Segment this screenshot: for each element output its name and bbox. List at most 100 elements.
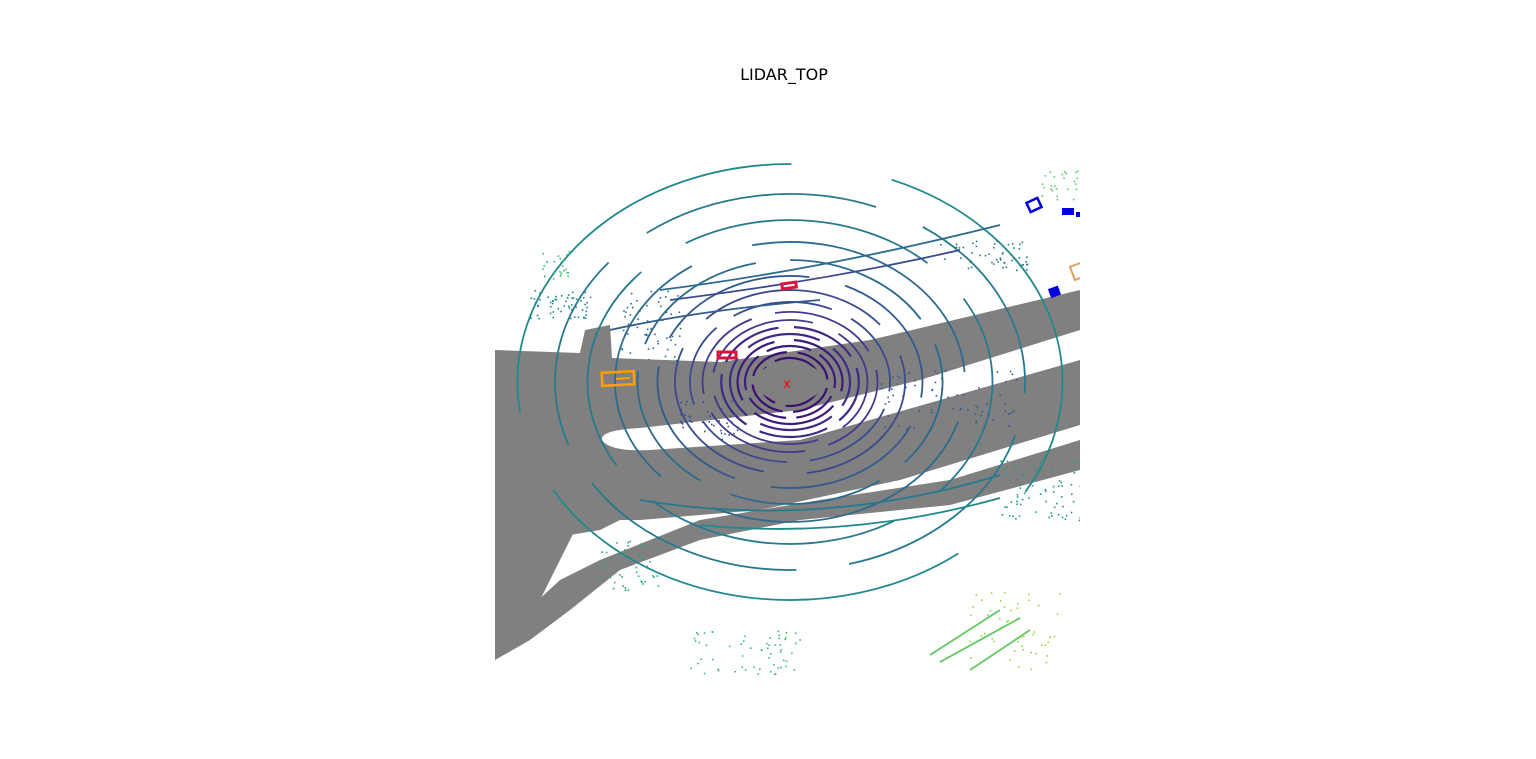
- lidar-point: [673, 356, 676, 358]
- lidar-point: [680, 408, 683, 411]
- lidar-ring-arc: [832, 347, 852, 407]
- lidar-point: [1008, 425, 1010, 427]
- lidar-point: [1028, 599, 1030, 602]
- lidar-point: [975, 404, 977, 407]
- lidar-point: [980, 635, 983, 637]
- lidar-point: [1041, 644, 1043, 647]
- lidar-point: [547, 296, 549, 298]
- lidar-ring-arc: [938, 297, 994, 493]
- lidar-point: [1061, 485, 1063, 487]
- lidar-point: [652, 575, 654, 577]
- lidar-point: [624, 334, 626, 337]
- lidar-point: [697, 633, 699, 636]
- lidar-point: [1030, 651, 1032, 654]
- lidar-point: [630, 302, 632, 305]
- lidar-point: [1003, 606, 1006, 608]
- lidar-point: [742, 640, 745, 642]
- lidar-point: [660, 305, 662, 308]
- lidar-point: [636, 326, 639, 329]
- lidar-point: [1020, 264, 1023, 267]
- lidar-point: [605, 566, 608, 569]
- lidar-point: [905, 386, 907, 389]
- lidar-point: [584, 317, 587, 319]
- lidar-point: [991, 261, 993, 264]
- lidar-point: [573, 306, 576, 308]
- lidar-point: [1049, 171, 1052, 174]
- lidar-ring-arc: [809, 408, 886, 462]
- lidar-ring-arc: [793, 387, 828, 413]
- lidar-point: [1079, 485, 1080, 487]
- lidar-point: [670, 313, 672, 316]
- lidar-point: [1057, 513, 1060, 516]
- lidar-point: [550, 305, 552, 308]
- lidar-point: [646, 320, 649, 322]
- pedestrian-box-2: [1062, 208, 1074, 215]
- lidar-point: [760, 649, 763, 651]
- lidar-point: [664, 355, 667, 358]
- lidar-point: [681, 423, 684, 425]
- structure-edge: [939, 617, 1021, 663]
- lidar-point: [709, 415, 711, 418]
- lidar-point: [880, 387, 883, 390]
- lidar-point: [600, 566, 602, 568]
- lidar-point: [1044, 175, 1047, 177]
- lidar-point: [624, 589, 627, 591]
- lidar-point: [896, 383, 899, 385]
- lidar-point: [884, 403, 887, 405]
- lidar-point: [777, 667, 780, 669]
- lidar-point: [1015, 478, 1018, 481]
- lidar-point: [555, 298, 558, 301]
- lidar-point: [785, 632, 788, 634]
- lidar-point: [779, 644, 782, 646]
- lidar-point: [780, 666, 782, 669]
- lidar-point: [646, 328, 649, 331]
- lidar-ring-arc: [844, 284, 924, 398]
- lidar-point: [646, 565, 648, 568]
- structure-edge: [699, 497, 1001, 530]
- lidar-point: [892, 394, 894, 397]
- lidar-point: [543, 265, 545, 267]
- lidar-point: [589, 296, 592, 299]
- lidar-point: [1059, 593, 1062, 595]
- lidar-point: [914, 379, 916, 382]
- lidar-point: [621, 348, 624, 351]
- lidar-point: [1066, 188, 1069, 191]
- lidar-point: [738, 408, 741, 410]
- lidar-point: [567, 272, 570, 274]
- lidar-point: [791, 652, 793, 655]
- lidar-ring-arc: [674, 347, 765, 473]
- lidar-point: [577, 316, 580, 318]
- lidar-point: [974, 413, 977, 415]
- lidar-point: [1022, 264, 1024, 266]
- structure-edge: [609, 299, 821, 331]
- lidar-point: [688, 416, 691, 418]
- lidar-point: [1044, 490, 1047, 492]
- lidar-point: [1016, 269, 1018, 272]
- lidar-point: [1021, 241, 1024, 244]
- lidar-point: [638, 554, 641, 556]
- lidar-point: [996, 240, 998, 243]
- lidar-point: [784, 638, 786, 641]
- lidar-point: [1019, 503, 1022, 506]
- car-box-2: [780, 280, 799, 291]
- lidar-point: [962, 394, 965, 396]
- lidar-point: [1063, 177, 1065, 179]
- lidar-point: [1037, 604, 1040, 607]
- lidar-point: [549, 312, 552, 315]
- lidar-point: [626, 306, 629, 309]
- lidar-point: [650, 328, 652, 330]
- lidar-point: [559, 257, 562, 260]
- lidar-point: [1007, 620, 1010, 622]
- lidar-point: [536, 314, 539, 317]
- lidar-point: [988, 253, 990, 255]
- lidar-point: [623, 310, 625, 312]
- lidar-point: [602, 561, 604, 563]
- lidar-point: [569, 317, 572, 320]
- lidar-point: [625, 311, 627, 313]
- lidar-ring-arc: [904, 344, 944, 463]
- lidar-point: [1026, 256, 1028, 258]
- lidar-point: [1012, 515, 1014, 518]
- lidar-point: [680, 401, 682, 404]
- lidar-point: [1013, 650, 1016, 652]
- lidar-point: [717, 668, 719, 671]
